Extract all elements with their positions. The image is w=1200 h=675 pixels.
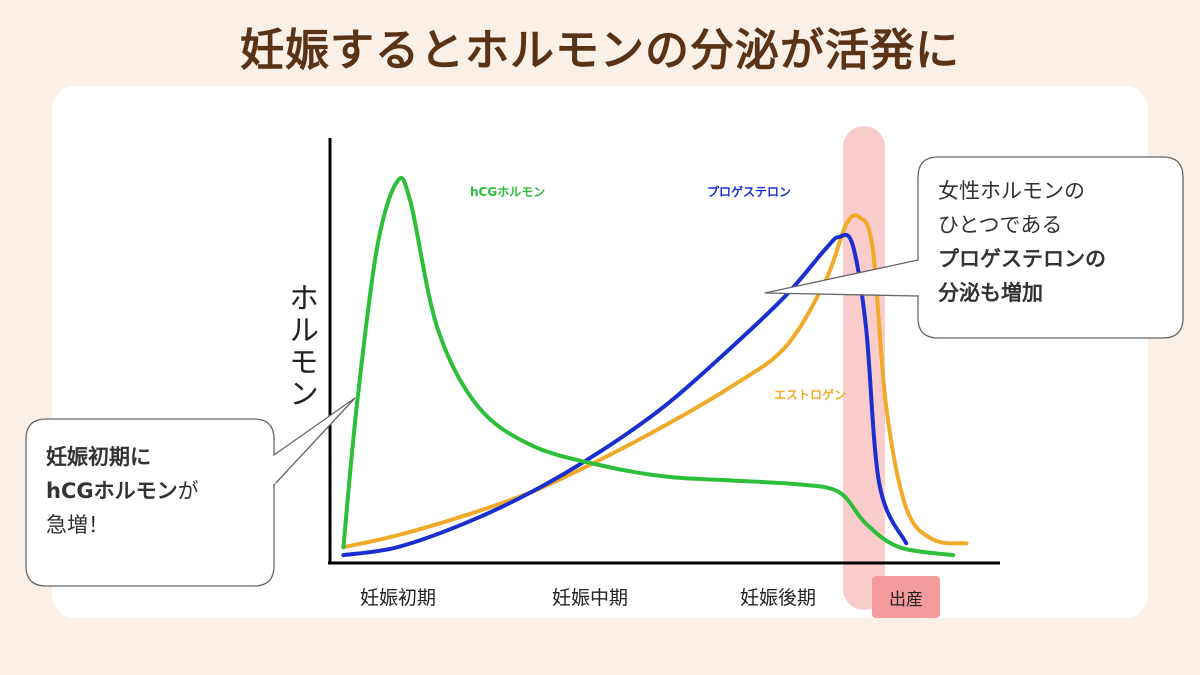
x-tick-late: 妊娠後期 bbox=[739, 587, 817, 609]
callout-left-line3: 急増！ bbox=[46, 513, 109, 537]
y-axis-label: ホルモン bbox=[283, 282, 318, 410]
callout-right-line3: プロゲステロンの bbox=[938, 247, 1106, 271]
x-tick-mid: 妊娠中期 bbox=[551, 587, 629, 609]
callout-left-line2: hCGホルモンが bbox=[46, 474, 199, 508]
callout-right-text: 女性ホルモンの ひとつである プロゲステロンの 分泌も増加 bbox=[938, 174, 1106, 310]
series-line-0 bbox=[341, 176, 956, 558]
callout-left-line1: 妊娠初期に bbox=[46, 445, 151, 469]
callout-left-text: 妊娠初期に hCGホルモンが 急増！ bbox=[46, 440, 199, 542]
birth-label: 出産 bbox=[872, 576, 940, 618]
callout-right-line1: 女性ホルモンの bbox=[938, 179, 1085, 203]
series-line-1 bbox=[341, 232, 909, 558]
series-label-hcg: hCGホルモン bbox=[470, 185, 546, 199]
page-title: 妊娠するとホルモンの分泌が活発に bbox=[240, 25, 960, 76]
callout-left-line2-rest: が bbox=[177, 479, 199, 503]
callout-right-line4: 分泌も増加 bbox=[938, 281, 1043, 305]
callout-right-pointer bbox=[764, 259, 919, 297]
series-label-progesterone: プロゲステロン bbox=[707, 185, 792, 199]
callout-left-line2-bold: hCGホルモン bbox=[46, 479, 178, 503]
callout-right-line2: ひとつである bbox=[938, 213, 1063, 237]
series-line-2 bbox=[341, 213, 969, 550]
birth-label-text: 出産 bbox=[889, 589, 923, 610]
callout-left-bubble bbox=[25, 418, 275, 587]
callout-right-bubble bbox=[917, 156, 1184, 339]
series-label-estrogen: エストロゲン bbox=[774, 388, 847, 402]
x-tick-early: 妊娠初期 bbox=[359, 587, 437, 609]
callout-left-pointer bbox=[273, 397, 356, 486]
